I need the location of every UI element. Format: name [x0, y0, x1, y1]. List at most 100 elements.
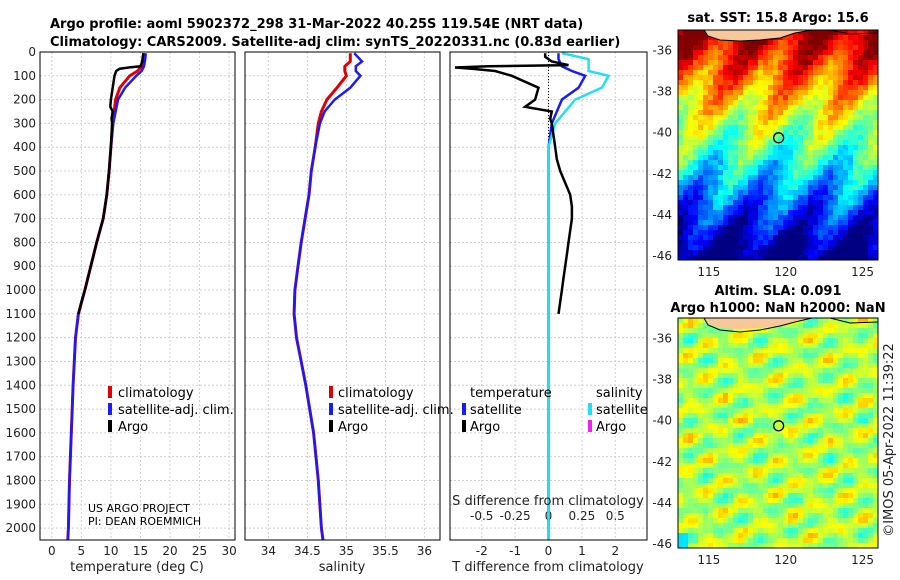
- map-cell: [808, 180, 814, 186]
- map-cell: [743, 75, 749, 81]
- map-cell: [778, 95, 784, 101]
- map-cell: [713, 423, 719, 429]
- map-cell: [783, 170, 789, 176]
- map-cell: [833, 383, 839, 389]
- map-cell: [773, 195, 779, 201]
- map-cell: [763, 378, 769, 384]
- map-cell: [773, 463, 779, 469]
- map-cell: [718, 145, 724, 151]
- map-cell: [793, 150, 799, 156]
- map-cell: [723, 85, 729, 91]
- map-cell: [753, 75, 759, 81]
- map-cell: [698, 358, 704, 364]
- depth-tick-label: 1600: [5, 426, 36, 440]
- map-cell: [738, 230, 744, 236]
- map-cell: [848, 358, 854, 364]
- map-cell: [843, 50, 849, 56]
- map-cell: [813, 55, 819, 61]
- map-cell: [868, 518, 874, 524]
- map-cell: [778, 45, 784, 51]
- map-cell: [763, 145, 769, 151]
- map-cell: [873, 393, 879, 399]
- map-cell: [808, 438, 814, 444]
- map-cell: [778, 110, 784, 116]
- map-cell: [753, 518, 759, 524]
- map-cell: [828, 528, 834, 534]
- map-cell: [768, 418, 774, 424]
- map-cell: [753, 215, 759, 221]
- map-cell: [778, 413, 784, 419]
- map-cell: [693, 75, 699, 81]
- map-cell: [828, 388, 834, 394]
- map-cell: [708, 220, 714, 226]
- map-cell: [678, 100, 684, 106]
- map-cell: [843, 543, 849, 549]
- map-cell: [678, 413, 684, 419]
- map-cell: [688, 55, 694, 61]
- map-cell: [753, 463, 759, 469]
- map-cell: [843, 468, 849, 474]
- map-cell: [798, 100, 804, 106]
- map-cell: [753, 155, 759, 161]
- map-cell: [718, 140, 724, 146]
- map-cell: [808, 533, 814, 539]
- map-cell: [863, 125, 869, 131]
- map-cell: [678, 240, 684, 246]
- map-cell: [743, 200, 749, 206]
- map-cell: [808, 373, 814, 379]
- map-cell: [708, 453, 714, 459]
- map-cell: [698, 368, 704, 374]
- map-cell: [818, 160, 824, 166]
- map-cell: [678, 85, 684, 91]
- map-cell: [768, 338, 774, 344]
- map-cell: [783, 180, 789, 186]
- map-cell: [713, 120, 719, 126]
- map-cell: [758, 140, 764, 146]
- map-cell: [683, 65, 689, 71]
- map-cell: [813, 200, 819, 206]
- map-cell: [683, 45, 689, 51]
- map-cell: [683, 55, 689, 61]
- map-cell: [748, 468, 754, 474]
- map-cell: [713, 543, 719, 549]
- map-cell: [723, 493, 729, 499]
- depth-tick-label: 1300: [5, 354, 36, 368]
- map-cell: [868, 338, 874, 344]
- map-cell: [773, 120, 779, 126]
- map-cell: [683, 433, 689, 439]
- map-cell: [718, 90, 724, 96]
- map-cell: [773, 528, 779, 534]
- map-cell: [713, 513, 719, 519]
- map-cell: [778, 533, 784, 539]
- map-cell: [853, 195, 859, 201]
- map-cell: [868, 398, 874, 404]
- map-cell: [803, 508, 809, 514]
- map-cell: [748, 155, 754, 161]
- map-cell: [833, 190, 839, 196]
- map-cell: [718, 230, 724, 236]
- map-cell: [768, 70, 774, 76]
- map-cell: [863, 105, 869, 111]
- map-cell: [818, 423, 824, 429]
- credit-pi: PI: DEAN ROEMMICH: [88, 515, 201, 528]
- map-cell: [778, 408, 784, 414]
- map-cell: [828, 110, 834, 116]
- map-cell: [738, 523, 744, 529]
- legend-argo: Argo: [118, 420, 148, 435]
- map-cell: [743, 120, 749, 126]
- map-cell: [713, 155, 719, 161]
- map-cell: [848, 493, 854, 499]
- map-cell: [693, 538, 699, 544]
- map-cell: [858, 205, 864, 211]
- map-cell: [713, 50, 719, 56]
- map-cell: [718, 80, 724, 86]
- map-cell: [703, 343, 709, 349]
- map-cell: [808, 413, 814, 419]
- map-cell: [768, 40, 774, 46]
- map-cell: [828, 105, 834, 111]
- map-cell: [703, 478, 709, 484]
- map-cell: [678, 488, 684, 494]
- map-cell: [798, 433, 804, 439]
- map-cell: [823, 95, 829, 101]
- map-cell: [753, 250, 759, 256]
